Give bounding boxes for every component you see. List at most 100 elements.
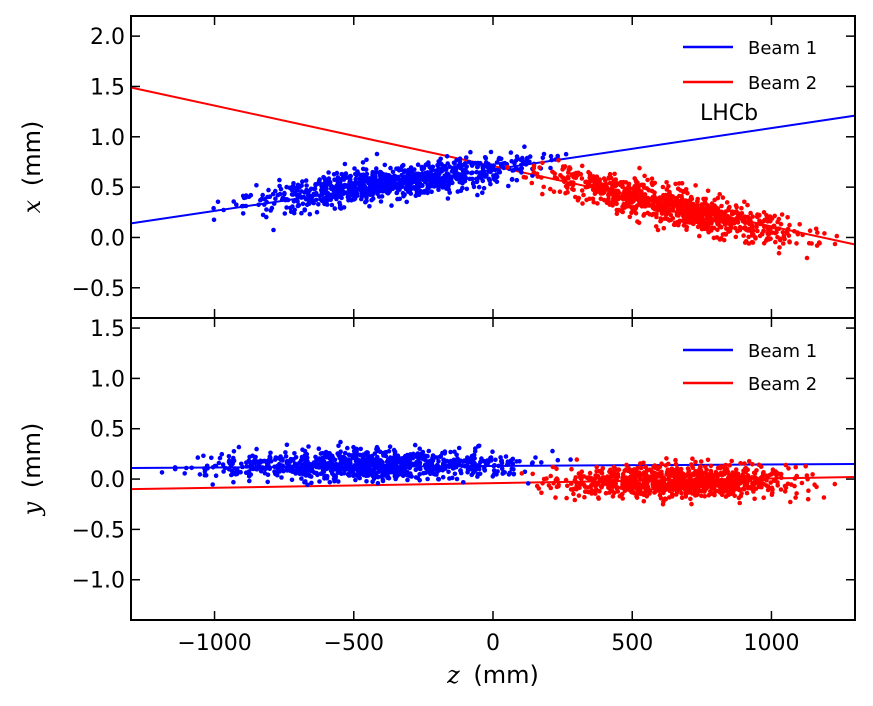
- bottom-beam1-point: [539, 460, 544, 465]
- top-beam1-point: [413, 171, 419, 177]
- top-beam2-point: [658, 216, 664, 221]
- bottom-beam1-point: [423, 470, 429, 476]
- bottom-beam2-point: [574, 486, 579, 492]
- bottom-beam1-point: [448, 449, 453, 455]
- bottom-beam2-point: [540, 481, 545, 486]
- top-beam2-point: [781, 233, 787, 239]
- top-beam2-point: [621, 191, 626, 196]
- top-beam2-point: [795, 231, 801, 237]
- bottom-beam2-point: [753, 486, 759, 491]
- top-beam2-point: [614, 197, 620, 203]
- top-beam1-point: [256, 202, 261, 208]
- top-beam1-point: [265, 194, 270, 200]
- bottom-beam1-point: [467, 458, 473, 464]
- bottom-beam1-point: [337, 461, 343, 467]
- bottom-beam1-point: [250, 459, 255, 465]
- x-axis-label-var: z: [446, 661, 460, 689]
- top-beam2-point: [661, 206, 666, 211]
- bottom-beam1-point: [404, 472, 410, 478]
- bottom-beam2-point: [693, 459, 698, 465]
- top-beam1-point: [271, 201, 277, 206]
- top-beam2-point: [708, 219, 713, 224]
- bottom-beam2-point: [669, 491, 675, 497]
- bottom-beam1-point: [197, 472, 203, 477]
- top-beam1-point: [425, 190, 430, 196]
- bottom-beam2-point: [803, 464, 808, 469]
- bottom-beam2-point: [782, 489, 788, 494]
- top-beam1-point: [319, 189, 325, 194]
- bottom-beam2-point: [705, 457, 711, 463]
- bottom-y-tick-label: 0.0: [90, 468, 125, 493]
- top-beam2-point: [776, 250, 782, 256]
- top-beam2-point: [761, 228, 766, 234]
- top-beam1-point: [284, 184, 289, 190]
- bottom-beam1-point: [386, 468, 391, 473]
- bottom-beam2-point: [569, 466, 574, 472]
- bottom-beam1-point: [411, 451, 416, 457]
- bottom-beam1-point: [379, 464, 385, 469]
- bottom-beam2-point: [659, 461, 664, 467]
- bottom-beam1-point: [435, 469, 440, 474]
- top-beam1-point: [385, 186, 390, 191]
- top-beam2-point: [633, 205, 639, 211]
- bottom-beam1-point: [201, 453, 206, 459]
- top-beam1-point: [307, 211, 313, 217]
- top-beam2-point: [742, 219, 747, 224]
- bottom-beam1-point: [372, 451, 378, 456]
- bottom-beam1-point: [159, 470, 165, 475]
- bottom-beam2-point: [721, 489, 727, 494]
- bottom-beam1-point: [374, 446, 379, 452]
- top-beam1-point: [282, 211, 288, 216]
- top-beam1-point: [463, 155, 469, 160]
- top-beam1-point: [388, 165, 393, 171]
- bottom-beam2-point: [806, 488, 811, 494]
- top-legend-beam1-label: Beam 1: [748, 38, 817, 59]
- top-beam2-point: [586, 169, 591, 175]
- top-beam1-point: [384, 178, 390, 184]
- top-beam1-point: [523, 159, 528, 164]
- bottom-beam2-point: [708, 463, 714, 469]
- top-beam2-point: [776, 226, 782, 231]
- top-beam1-point: [492, 177, 498, 183]
- bottom-beam2-point: [778, 471, 784, 477]
- top-beam2-point: [725, 218, 731, 224]
- bottom-beam2-point: [694, 478, 699, 484]
- top-beam1-point: [300, 201, 306, 207]
- bottom-beam1-point: [500, 471, 506, 476]
- bottom-beam2-point: [641, 483, 646, 489]
- top-beam1-point: [402, 192, 407, 197]
- top-beam1-point: [360, 166, 366, 172]
- top-beam2-point: [554, 176, 560, 181]
- bottom-beam1-point: [216, 460, 222, 466]
- top-beam1-point: [481, 185, 487, 191]
- top-beam1-point: [377, 173, 383, 178]
- top-beam1-point: [326, 170, 331, 175]
- top-beam2-point: [775, 234, 780, 240]
- bottom-beam2-point: [764, 473, 769, 479]
- top-beam2-point: [733, 234, 739, 240]
- top-beam2-point: [584, 179, 589, 185]
- bottom-beam2-point: [599, 468, 604, 474]
- bottom-beam1-point: [388, 457, 393, 462]
- bottom-beam2-point: [603, 490, 609, 496]
- top-beam2-point: [781, 241, 786, 246]
- top-beam2-point: [685, 190, 690, 196]
- top-beam1-point: [452, 160, 457, 166]
- bottom-beam2-point: [770, 471, 775, 476]
- top-beam2-point: [720, 216, 725, 221]
- bottom-beam1-point: [268, 458, 274, 464]
- bottom-beam2-point: [722, 466, 728, 471]
- bottom-beam1-point: [447, 476, 452, 481]
- bottom-beam1-point: [283, 450, 288, 455]
- top-beam2-point: [695, 224, 701, 230]
- top-beam1-point: [394, 190, 400, 195]
- top-beam2-point: [778, 221, 784, 227]
- bottom-beam1-point: [342, 457, 348, 463]
- top-beam2-point: [719, 203, 724, 209]
- bottom-beam1-point: [426, 448, 432, 454]
- bottom-beam2-point: [695, 482, 701, 487]
- bottom-beam2-point: [649, 477, 654, 483]
- top-beam1-point: [446, 177, 452, 183]
- bottom-beam1-point: [455, 457, 461, 463]
- bottom-beam1-point: [425, 453, 430, 459]
